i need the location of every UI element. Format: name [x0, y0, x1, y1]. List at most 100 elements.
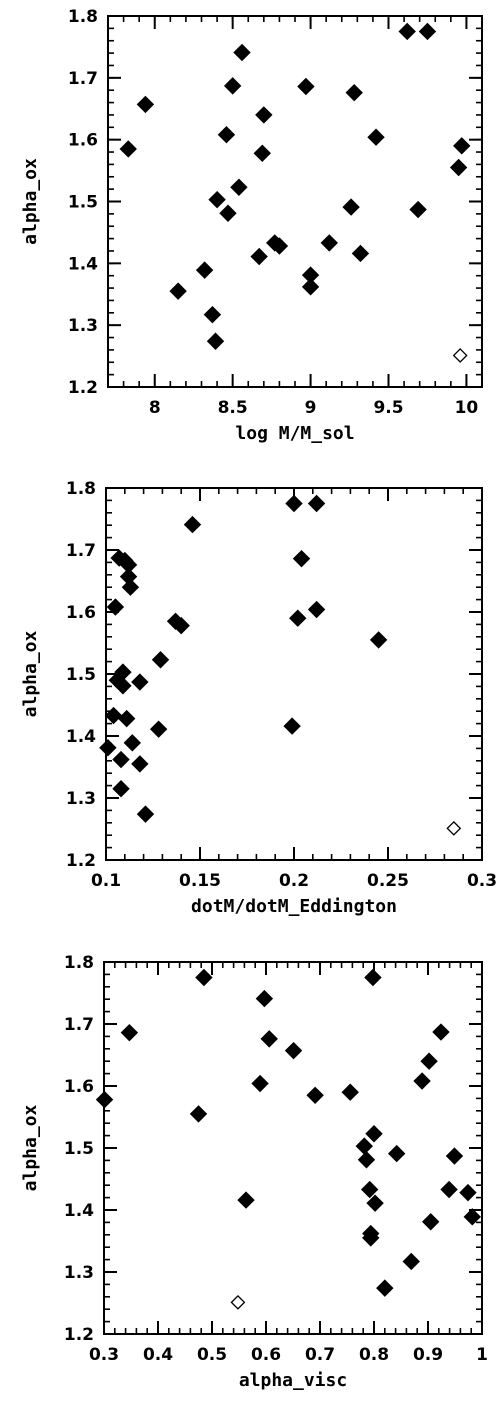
data-point: [409, 200, 427, 219]
chart-panel-1: 8 8.5 9 9.5 10 1.2 1.3 1.4 1.5 1.6 1.7 1.8 log M/M_s…: [20, 7, 483, 444]
data-point: [219, 204, 237, 222]
data-point: [206, 332, 225, 350]
y-tick-label: 1.3: [64, 1263, 94, 1283]
data-point: [114, 663, 132, 681]
data-point: [104, 706, 123, 725]
data-point: [237, 1191, 255, 1209]
data-point: [307, 600, 326, 619]
y-tick-label: 1.2: [68, 378, 98, 398]
y-tick-label: 1.7: [66, 541, 96, 561]
data-point: [449, 158, 468, 177]
x-tick-label: 9.5: [373, 398, 403, 418]
data-point: [217, 126, 236, 144]
x-axis-title: log M/M_sol: [235, 423, 354, 444]
chart-panel-3: 0.3 0.4 0.5 0.6 0.7 0.8 0.9 1 1.2 1.3 1.4 1.5 1.6 1.7…: [20, 953, 488, 1391]
data-point: [364, 968, 382, 987]
y-axis-title: alpha_ox: [20, 158, 41, 245]
data-point: [136, 805, 155, 823]
y-tick-label: 1.5: [68, 193, 98, 213]
x-tick-label: 0.9: [413, 1345, 443, 1365]
x-tick-label: 8: [149, 398, 161, 418]
data-point: [253, 144, 271, 162]
data-point: [307, 494, 326, 513]
x-tick-label: 10: [455, 398, 479, 418]
data-point: [223, 77, 242, 95]
data-point: [106, 598, 125, 616]
data-point: [413, 1072, 431, 1090]
data-point: [376, 1279, 394, 1297]
data-point: [292, 549, 311, 568]
data-point: [453, 137, 471, 155]
y-tick-label: 1.6: [68, 131, 98, 151]
data-point: [270, 237, 289, 255]
y-tick-label: 1.7: [64, 1015, 94, 1035]
data-point: [136, 95, 155, 114]
data-point: [233, 43, 251, 62]
y-axis-title: alpha_ox: [20, 1104, 41, 1191]
data-point: [195, 261, 214, 279]
data-point: [301, 278, 320, 296]
y-tick-label: 1.4: [66, 727, 96, 747]
plot-frame: [107, 15, 483, 388]
y-axis-title: alpha_ox: [20, 630, 41, 717]
x-tick-label: 0.3: [89, 1345, 119, 1365]
data-point: [369, 631, 388, 649]
data-point: [306, 1086, 324, 1105]
data-point: [285, 494, 303, 513]
x-tick-label: 8.5: [218, 398, 248, 418]
data-point: [341, 1083, 359, 1101]
data-point: [284, 1041, 303, 1060]
y-tick-label: 1.8: [66, 479, 96, 499]
data-point: [208, 190, 226, 209]
data-point: [342, 198, 360, 216]
data-point: [402, 1252, 420, 1271]
open-diamond-point: [446, 820, 462, 836]
x-axis-title: dotM/dotM_Eddington: [191, 896, 397, 917]
plot-frame: [105, 487, 483, 861]
data-point: [169, 282, 187, 300]
data-point: [230, 178, 248, 196]
data-point: [440, 1180, 458, 1199]
data-point: [289, 609, 307, 627]
data-point: [255, 106, 273, 124]
data-point: [357, 1151, 376, 1169]
data-point: [131, 673, 149, 691]
y-tick-label: 1.5: [64, 1139, 94, 1159]
y-tick-label: 1.6: [66, 603, 96, 623]
data-point: [189, 1105, 208, 1123]
x-tick-label: 0.25: [367, 871, 409, 891]
plot-frame: [103, 961, 483, 1335]
data-point: [172, 616, 190, 635]
data-point: [362, 1229, 380, 1247]
data-point: [119, 556, 138, 574]
y-tick-label: 1.8: [64, 953, 94, 973]
x-tick-label: 1: [476, 1345, 488, 1365]
y-tick-label: 1.7: [68, 69, 98, 89]
data-point: [345, 83, 363, 102]
data-point: [421, 1213, 440, 1231]
y-tick-label: 1.3: [68, 316, 98, 336]
data-point: [99, 739, 117, 757]
y-tick-label: 1.8: [68, 7, 98, 27]
data-point: [418, 22, 437, 41]
y-tick-label: 1.6: [64, 1077, 94, 1097]
data-point: [95, 1090, 114, 1109]
data-point: [366, 1194, 384, 1212]
data-point: [445, 1147, 464, 1165]
x-tick-label: 0.7: [305, 1345, 335, 1365]
data-point: [123, 734, 142, 752]
data-point: [367, 128, 385, 146]
data-point: [432, 1023, 450, 1041]
data-point: [360, 1180, 379, 1199]
data-point: [255, 989, 274, 1008]
data-point: [112, 779, 130, 798]
y-tick-label: 1.2: [66, 851, 96, 871]
data-point: [463, 1208, 481, 1226]
data-point: [120, 1023, 139, 1042]
data-point: [297, 77, 315, 96]
data-point: [260, 1030, 278, 1048]
open-diamond-point: [452, 348, 468, 363]
data-point: [459, 1183, 477, 1202]
data-point: [203, 305, 222, 324]
